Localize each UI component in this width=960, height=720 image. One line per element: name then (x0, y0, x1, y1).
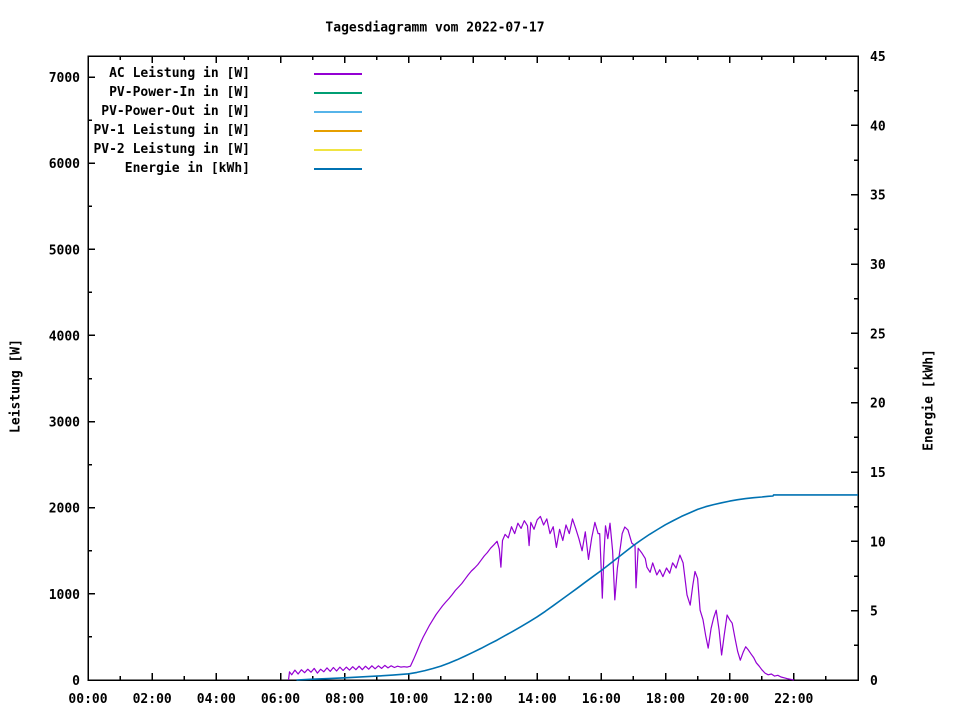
tick-label: 25 (870, 327, 886, 342)
legend-line-swatch (314, 149, 362, 151)
series-ac-leistung (287, 515, 794, 681)
tick-label: 16:00 (582, 692, 621, 707)
legend-item-ac-leistung: AC Leistung in [W] (0, 64, 960, 83)
tick-label: 22:00 (774, 692, 813, 707)
legend-label: Energie in [kWh] (124, 161, 250, 176)
tick-label: 2000 (49, 502, 80, 517)
legend-label: PV-Power-In in [W] (109, 85, 250, 100)
tick-label: 15 (870, 466, 886, 481)
tick-label: 0 (870, 674, 878, 689)
series-energie (296, 494, 858, 681)
tick-label: 18:00 (646, 692, 685, 707)
chart-title: Tagesdiagramm vom 2022-07-17 (325, 20, 545, 36)
legend-item-pv2-leistung: PV-2 Leistung in [W] (0, 140, 960, 159)
tick-label: 04:00 (197, 692, 236, 707)
legend-label: PV-1 Leistung in [W] (93, 123, 250, 138)
legend-line-swatch (314, 92, 362, 94)
tick-label: 40 (870, 119, 886, 134)
tick-label: 0 (72, 674, 80, 689)
y-axis-label: Leistung [W] (8, 339, 24, 433)
tick-label: 1000 (49, 588, 80, 603)
tick-label: 5 (870, 605, 878, 620)
legend-line-swatch (314, 111, 362, 113)
tick-label: 20:00 (710, 692, 749, 707)
tick-label: 35 (870, 189, 886, 204)
legend-line-swatch (314, 130, 362, 132)
legend-line-swatch (314, 168, 362, 170)
legend-item-energie: Energie in [kWh] (0, 159, 960, 178)
tick-label: 4000 (49, 329, 80, 344)
tick-label: 3000 (49, 416, 80, 431)
legend-item-pv1-leistung: PV-1 Leistung in [W] (0, 121, 960, 140)
tick-label: 06:00 (261, 692, 300, 707)
legend-label: PV-Power-Out in [W] (101, 104, 250, 119)
tick-label: 08:00 (325, 692, 364, 707)
tick-label: 20 (870, 397, 886, 412)
tick-label: 45 (870, 50, 886, 65)
legend-item-pv-power-in: PV-Power-In in [W] (0, 83, 960, 102)
legend-label: PV-2 Leistung in [W] (93, 142, 250, 157)
tick-label: 12:00 (453, 692, 492, 707)
tick-label: 30 (870, 258, 886, 273)
tick-label: 5000 (49, 243, 80, 258)
tick-label: 10 (870, 535, 886, 550)
tick-label: 00:00 (68, 692, 107, 707)
tick-label: 02:00 (133, 692, 172, 707)
tick-label: 10:00 (389, 692, 428, 707)
tick-label: 6000 (49, 157, 80, 172)
legend-label: AC Leistung in [W] (109, 66, 250, 81)
tick-label: 14:00 (518, 692, 557, 707)
tick-label: 7000 (49, 71, 80, 86)
legend-item-pv-power-out: PV-Power-Out in [W] (0, 102, 960, 121)
legend-line-swatch (314, 73, 362, 75)
y2-axis-label: Energie [kWh] (921, 349, 937, 451)
